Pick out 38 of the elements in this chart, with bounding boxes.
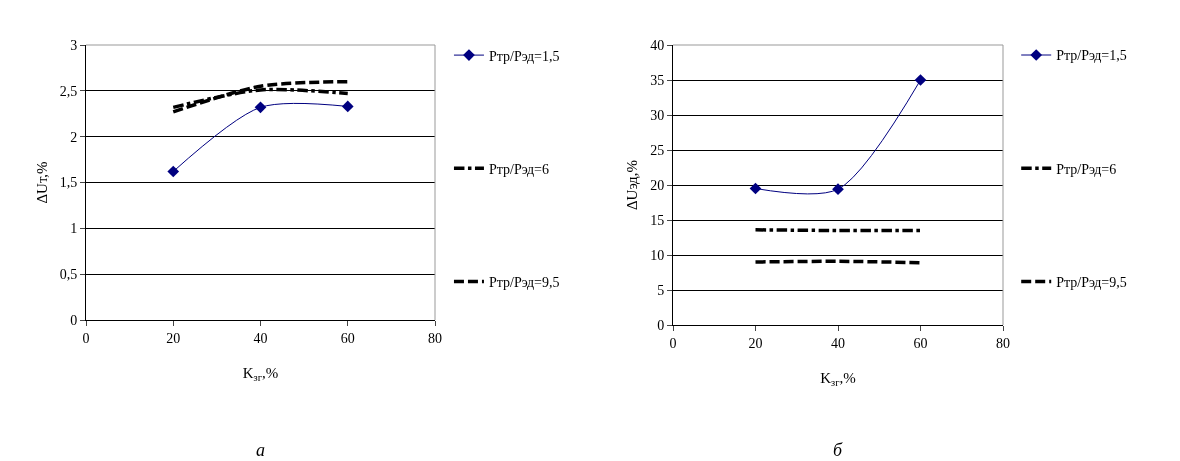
x-axis-title: K$_{зг}$,% [242, 364, 279, 383]
y-axis-title: ΔUт,% [33, 161, 50, 204]
y-tick-label: 25 [650, 142, 665, 158]
y-tick-label: 15 [650, 212, 665, 228]
legend-label: Pтр/Pэд=9,5 [488, 274, 560, 290]
legend-label: Pтр/Pэд=1,5 [488, 48, 560, 64]
y-tick-label: 40 [650, 37, 665, 53]
y-tick-label: 2,5 [59, 83, 78, 99]
x-tick-label: 20 [748, 335, 763, 351]
y-tick-label: 2 [70, 129, 78, 145]
x-tick-label: 60 [913, 335, 928, 351]
y-tick-label: 10 [650, 247, 665, 263]
text: б [833, 440, 843, 460]
y-tick-label: 0 [70, 312, 78, 328]
y-tick-label: 0 [657, 317, 665, 333]
legend-label: Pтр/Pэд=1,5 [1056, 48, 1127, 64]
x-axis-title: K$_{зг}$,% [820, 369, 856, 388]
legend-label: Pтр/Pэд=9,5 [1056, 274, 1127, 290]
x-tick-label: 40 [253, 330, 268, 346]
y-tick-label: 5 [657, 282, 665, 298]
y-tick-label: 0,5 [59, 267, 78, 283]
legend-label: Pтр/Pэд=6 [1056, 161, 1117, 177]
x-tick-label: 80 [996, 335, 1010, 351]
x-tick-label: 20 [166, 330, 181, 346]
x-tick-label: 80 [428, 330, 442, 346]
y-tick-label: 35 [650, 72, 665, 88]
x-tick-label: 40 [831, 335, 845, 351]
x-tick-label: 0 [82, 330, 90, 346]
y-tick-label: 20 [650, 177, 665, 193]
y-tick-label: 1 [70, 221, 78, 237]
y-tick-label: 3 [70, 37, 78, 53]
legend-label: Pтр/Pэд=6 [488, 161, 550, 177]
y-tick-label: 30 [650, 107, 665, 123]
y-tick-label: 1,5 [59, 175, 78, 191]
x-tick-label: 60 [340, 330, 355, 346]
y-axis-title: ΔUэд,% [624, 159, 641, 211]
text: а [256, 440, 265, 460]
x-tick-label: 0 [669, 335, 677, 351]
